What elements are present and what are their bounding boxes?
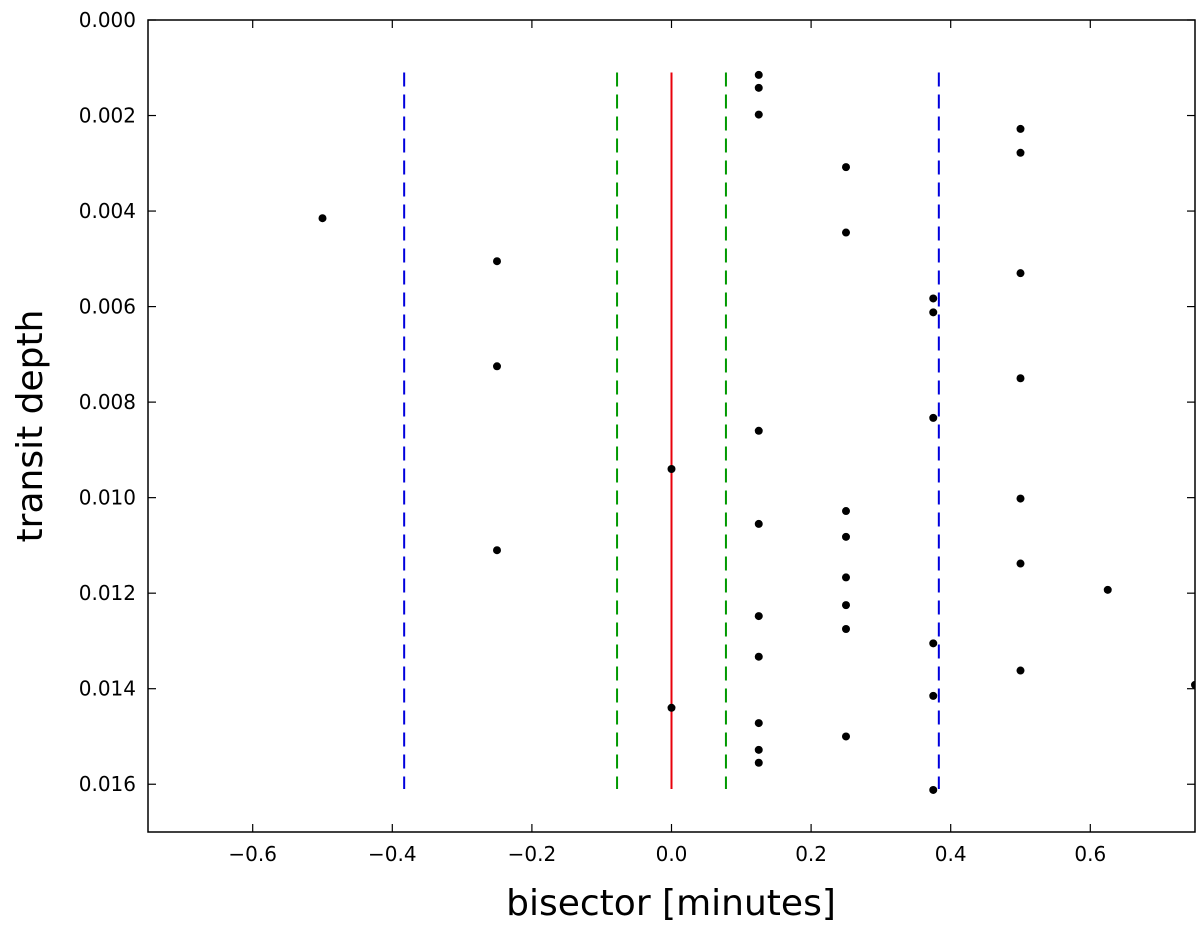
data-point bbox=[929, 413, 938, 422]
data-point bbox=[754, 426, 763, 435]
data-point bbox=[842, 625, 850, 633]
data-point bbox=[754, 110, 763, 119]
data-point bbox=[1191, 680, 1195, 689]
data-point bbox=[754, 519, 763, 528]
y-tick-label: 0.000 bbox=[79, 8, 136, 32]
x-axis-ticks: −0.6 −0.4 −0.2 0.0 0.2 0.4 0.6 bbox=[228, 20, 1106, 866]
y-tick-label: 0.004 bbox=[79, 199, 136, 223]
data-point bbox=[1016, 374, 1025, 383]
data-point bbox=[929, 639, 938, 648]
plot-content bbox=[318, 70, 1195, 794]
data-point bbox=[842, 532, 850, 541]
data-point bbox=[1016, 559, 1025, 568]
data-point bbox=[842, 228, 850, 237]
data-point bbox=[754, 70, 763, 79]
data-point bbox=[1016, 269, 1025, 278]
data-point bbox=[493, 257, 501, 266]
y-tick-label: 0.008 bbox=[79, 390, 136, 414]
data-point bbox=[842, 732, 850, 741]
data-point bbox=[493, 362, 501, 371]
data-point bbox=[1016, 148, 1025, 157]
y-axis-title: transit depth bbox=[10, 310, 51, 543]
data-point bbox=[1016, 124, 1025, 133]
data-point bbox=[929, 308, 938, 317]
x-axis-title: bisector [minutes] bbox=[506, 883, 836, 924]
x-tick-label: −0.4 bbox=[368, 842, 417, 866]
x-tick-label: −0.2 bbox=[508, 842, 557, 866]
x-tick-label: 0.0 bbox=[656, 842, 688, 866]
data-point bbox=[318, 214, 327, 223]
data-point bbox=[754, 745, 763, 754]
y-tick-label: 0.010 bbox=[79, 486, 136, 510]
data-point bbox=[929, 294, 938, 303]
x-tick-label: 0.4 bbox=[935, 842, 967, 866]
x-tick-label: 0.6 bbox=[1074, 842, 1106, 866]
y-tick-label: 0.006 bbox=[79, 295, 136, 319]
data-point bbox=[1016, 494, 1025, 503]
x-tick-label: −0.6 bbox=[228, 842, 277, 866]
data-point bbox=[754, 612, 763, 621]
y-tick-label: 0.012 bbox=[79, 581, 136, 605]
data-point bbox=[929, 691, 938, 700]
data-point bbox=[1103, 585, 1112, 594]
data-point bbox=[929, 785, 938, 794]
data-point bbox=[667, 703, 676, 712]
data-point bbox=[754, 758, 763, 767]
data-point bbox=[754, 83, 763, 92]
data-point bbox=[842, 507, 850, 516]
y-tick-label: 0.016 bbox=[79, 772, 136, 796]
y-axis-ticks: 0.000 0.002 0.004 0.006 0.008 0.010 0.012 0.014… bbox=[79, 8, 1195, 796]
data-point bbox=[667, 464, 676, 473]
data-point bbox=[754, 719, 763, 728]
data-point bbox=[1016, 666, 1025, 675]
data-point bbox=[493, 546, 501, 555]
data-point bbox=[842, 601, 850, 610]
y-tick-label: 0.014 bbox=[79, 677, 136, 701]
data-point bbox=[842, 573, 850, 582]
x-tick-label: 0.2 bbox=[795, 842, 827, 866]
y-tick-label: 0.002 bbox=[79, 104, 136, 128]
data-point bbox=[754, 652, 763, 661]
data-point bbox=[842, 163, 850, 172]
